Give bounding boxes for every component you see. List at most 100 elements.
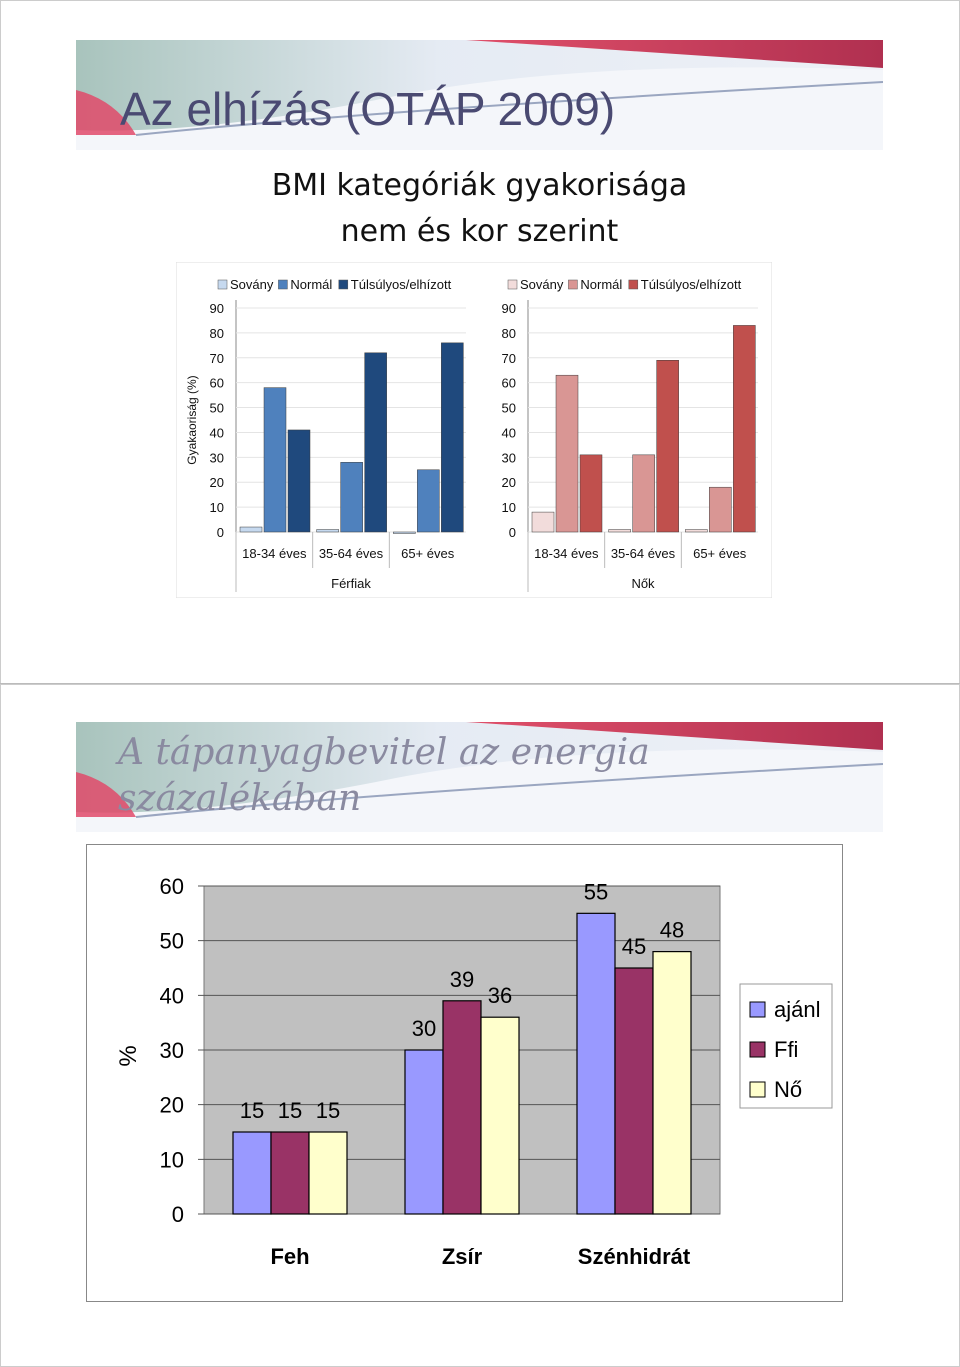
men-y-tick-label: 50 — [210, 401, 224, 416]
women-y-tick-label: 50 — [502, 401, 516, 416]
men-category-label: 35-64 éves — [319, 546, 384, 561]
men-y-tick-label: 20 — [210, 475, 224, 490]
women-bar-2-0 — [685, 529, 708, 533]
nutrient-legend-label-1: Ffi — [774, 1037, 798, 1062]
nutrient-y-tick-label: 20 — [160, 1093, 184, 1118]
nutrient-y-tick-label: 40 — [160, 983, 184, 1008]
men-category-label: 65+ éves — [401, 546, 455, 561]
women-bar-1-1 — [632, 454, 655, 533]
men-y-tick-label: 70 — [210, 351, 224, 366]
women-legend-label-1: Normál — [580, 277, 622, 292]
women-bar-0-0 — [531, 511, 555, 533]
men-bar-0-0 — [239, 526, 263, 533]
women-bar-0-2 — [579, 454, 603, 533]
nutrient-data-label: 15 — [278, 1098, 302, 1123]
women-legend-swatch-0 — [507, 279, 518, 290]
women-y-tick-label: 60 — [502, 376, 516, 391]
slide-title-2-line1: A tápanyagbevitel az energia — [118, 732, 650, 773]
nutrient-bar-1-1 — [442, 1000, 482, 1215]
women-legend-swatch-1 — [568, 279, 578, 290]
nutrient-legend-label-2: Nő — [774, 1077, 802, 1102]
men-y-tick-label: 40 — [210, 425, 224, 440]
slide-banner — [76, 40, 883, 150]
men-y-tick-label: 80 — [210, 326, 224, 341]
nutrient-data-label: 39 — [450, 967, 474, 992]
nutrient-category-label: Feh — [270, 1244, 309, 1269]
women-legend-label-0: Sovány — [520, 277, 564, 292]
women-y-tick-label: 80 — [502, 326, 516, 341]
men-bar-2-1 — [417, 469, 440, 533]
nutrient-data-label: 15 — [240, 1098, 264, 1123]
nutrient-chart: 0 10 20 30 40 50 60% 15 15 15 Feh 30 39 36 Zsír 55 45 48 S… — [86, 844, 843, 1302]
men-bar-1-1 — [340, 462, 363, 533]
nutrient-legend-swatch-0 — [749, 1001, 766, 1018]
women-bar-1-0 — [608, 529, 631, 533]
men-legend-swatch-2 — [338, 279, 349, 290]
men-legend-label-0: Sovány — [230, 277, 274, 292]
nutrient-y-tick-label: 60 — [160, 874, 184, 899]
chart-heading-line2: nem és kor szerint — [340, 214, 619, 249]
men-legend-label-2: Túlsúlyos/elhízott — [351, 277, 452, 292]
nutrient-data-label: 55 — [584, 879, 608, 904]
men-legend-swatch-0 — [217, 279, 228, 290]
men-y-axis-title: Gyakaoriság (%) — [185, 375, 199, 464]
women-y-tick-label: 20 — [502, 475, 516, 490]
nutrient-y-tick-label: 50 — [160, 929, 184, 954]
women-legend-label-2: Túlsúlyos/elhízott — [641, 277, 742, 292]
women-y-tick-label: 70 — [502, 351, 516, 366]
women-bar-2-2 — [733, 325, 756, 533]
women-bar-1-2 — [656, 360, 679, 533]
men-bar-0-1 — [263, 387, 287, 533]
women-bar-0-1 — [555, 374, 579, 533]
nutrient-data-label: 30 — [412, 1016, 436, 1041]
women-bar-2-1 — [709, 486, 732, 533]
men-bar-2-2 — [441, 342, 464, 533]
men-y-tick-label: 30 — [210, 450, 224, 465]
men-legend-swatch-1 — [278, 279, 288, 290]
slide-title-2-line2: százalékában — [118, 778, 362, 819]
nutrient-data-label: 15 — [316, 1098, 340, 1123]
women-category-label: 18-34 éves — [534, 546, 599, 561]
nutrient-bar-0-1 — [270, 1131, 310, 1215]
women-y-tick-label: 90 — [502, 301, 516, 316]
nutrient-y-tick-label: 30 — [160, 1038, 184, 1063]
men-category-label: 18-34 éves — [242, 546, 307, 561]
nutrient-bar-1-0 — [404, 1049, 444, 1215]
nutrient-bar-0-0 — [232, 1131, 272, 1215]
women-category-label: 35-64 éves — [611, 546, 676, 561]
page-separator — [0, 683, 960, 684]
nutrient-bar-0-2 — [308, 1131, 348, 1215]
women-category-label: 65+ éves — [693, 546, 747, 561]
men-group-label: Férfiak — [331, 576, 371, 591]
slide-title: Az elhízás (OTÁP 2009) — [120, 83, 616, 135]
women-y-tick-label: 30 — [502, 450, 516, 465]
nutrient-legend-swatch-2 — [749, 1081, 766, 1098]
nutrient-data-label: 48 — [660, 918, 684, 943]
slide-banner-2 — [76, 722, 883, 832]
men-y-tick-label: 0 — [217, 525, 224, 540]
men-y-tick-label: 10 — [210, 500, 224, 515]
men-y-tick-label: 60 — [210, 376, 224, 391]
chart-heading-line1: BMI kategóriák gyakorisága — [271, 168, 688, 203]
nutrient-y-tick-label: 10 — [160, 1147, 184, 1172]
women-group-label: Nők — [631, 576, 655, 591]
slide-title-2: A tápanyagbevitel az energia százalékába… — [118, 730, 818, 822]
nutrient-legend-label-0: ajánl — [774, 997, 820, 1022]
nutrient-category-label: Zsír — [442, 1244, 483, 1269]
nutrient-data-label: 45 — [622, 934, 646, 959]
nutrient-category-label: Szénhidrát — [578, 1244, 691, 1269]
men-bar-2-0 — [393, 531, 416, 534]
bmi-charts: Sovány Normál Túlsúlyos/elhízott 0 10 20 30 40 5… — [176, 262, 772, 598]
men-legend-label-1: Normál — [290, 277, 332, 292]
slide-nutrient-intake: A tápanyagbevitel az energia százalékába… — [76, 722, 883, 1328]
men-bar-1-2 — [364, 352, 387, 533]
men-y-tick-label: 90 — [210, 301, 224, 316]
nutrient-bar-2-2 — [652, 950, 692, 1215]
nutrient-y-tick-label: 0 — [172, 1202, 184, 1227]
women-y-tick-label: 10 — [502, 500, 516, 515]
nutrient-bar-2-0 — [576, 912, 616, 1215]
slide-obesity: Az elhízás (OTÁP 2009) BMI kategóriák gy… — [76, 40, 883, 646]
women-y-tick-label: 40 — [502, 425, 516, 440]
women-y-tick-label: 0 — [509, 525, 516, 540]
women-legend-swatch-2 — [628, 279, 639, 290]
